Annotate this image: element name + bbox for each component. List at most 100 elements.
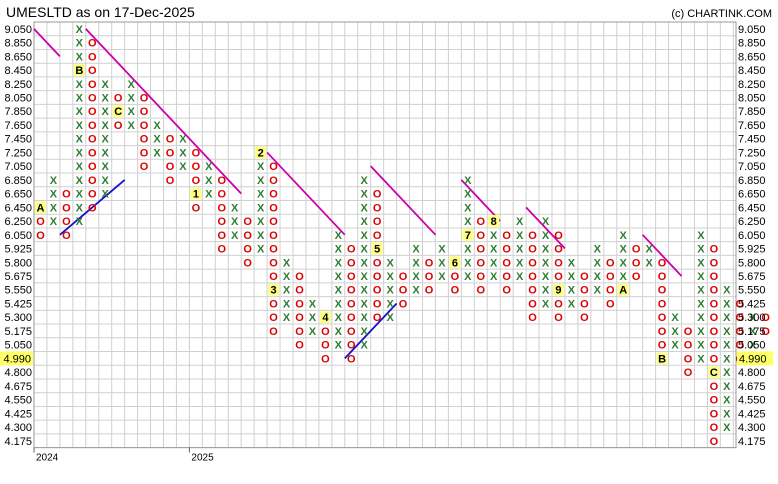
x-box: X bbox=[464, 216, 472, 228]
x-box: X bbox=[490, 271, 498, 283]
o-box: O bbox=[114, 93, 123, 105]
x-box: X bbox=[542, 271, 550, 283]
price-tick-left: 7.250 bbox=[4, 147, 32, 159]
o-box: O bbox=[476, 216, 485, 228]
x-box: X bbox=[335, 271, 343, 283]
o-box: O bbox=[373, 189, 382, 201]
x-box: X bbox=[153, 134, 161, 146]
x-box: X bbox=[127, 93, 135, 105]
month-marker: 4 bbox=[322, 312, 329, 324]
x-box: X bbox=[335, 298, 343, 310]
o-box: O bbox=[347, 244, 356, 256]
x-box: X bbox=[594, 271, 602, 283]
o-box: O bbox=[658, 257, 667, 269]
x-box: X bbox=[335, 326, 343, 338]
o-box: O bbox=[269, 230, 278, 242]
x-box: X bbox=[386, 271, 394, 283]
x-box: X bbox=[723, 395, 731, 407]
x-box: X bbox=[283, 312, 291, 324]
o-box: O bbox=[192, 147, 201, 159]
month-marker-bg bbox=[112, 105, 124, 118]
x-box: X bbox=[231, 216, 239, 228]
o-box: O bbox=[166, 161, 175, 173]
price-tick-right: 7.650 bbox=[738, 120, 766, 132]
o-box: O bbox=[554, 298, 563, 310]
x-box: X bbox=[257, 189, 265, 201]
o-box: O bbox=[606, 298, 615, 310]
o-box: O bbox=[269, 161, 278, 173]
x-box: X bbox=[723, 312, 731, 324]
o-box: O bbox=[36, 216, 45, 228]
x-box: X bbox=[102, 161, 110, 173]
o-box: O bbox=[88, 93, 97, 105]
x-box: X bbox=[76, 161, 84, 173]
o-box: O bbox=[140, 147, 149, 159]
month-marker: 7 bbox=[465, 230, 471, 242]
o-box: O bbox=[373, 312, 382, 324]
price-tick-right: 4.800 bbox=[738, 367, 766, 379]
resistance-line bbox=[266, 151, 346, 236]
o-box: O bbox=[347, 340, 356, 352]
x-box: X bbox=[671, 312, 679, 324]
plot-border bbox=[33, 21, 737, 449]
x-box: X bbox=[361, 271, 369, 283]
o-box: O bbox=[88, 147, 97, 159]
o-box: O bbox=[88, 65, 97, 77]
x-box: X bbox=[76, 79, 84, 91]
x-box: X bbox=[102, 147, 110, 159]
x-box: X bbox=[568, 285, 576, 297]
x-box: X bbox=[205, 189, 213, 201]
x-box: X bbox=[438, 244, 446, 256]
month-marker: 3 bbox=[271, 285, 277, 297]
month-marker: 2 bbox=[258, 147, 264, 159]
x-box: X bbox=[179, 147, 187, 159]
o-box: O bbox=[269, 216, 278, 228]
x-box: X bbox=[309, 298, 317, 310]
x-box: X bbox=[205, 161, 213, 173]
x-box: X bbox=[749, 326, 757, 338]
x-box: X bbox=[412, 285, 420, 297]
x-box: X bbox=[361, 298, 369, 310]
copyright-label: (c) CHARTINK.COM bbox=[671, 8, 772, 20]
x-box: X bbox=[568, 298, 576, 310]
last-price-right: 4.990 bbox=[739, 353, 767, 365]
x-box: X bbox=[283, 285, 291, 297]
o-box: O bbox=[192, 175, 201, 187]
o-box: O bbox=[217, 230, 226, 242]
month-marker-bg bbox=[656, 352, 668, 365]
o-box: O bbox=[373, 298, 382, 310]
o-box: O bbox=[347, 271, 356, 283]
o-box: O bbox=[347, 298, 356, 310]
price-tick-left: 8.050 bbox=[4, 93, 32, 105]
o-box: O bbox=[684, 353, 693, 365]
x-box: X bbox=[697, 353, 705, 365]
o-box: O bbox=[528, 271, 537, 283]
x-box: X bbox=[516, 271, 524, 283]
x-box: X bbox=[361, 175, 369, 187]
o-box: O bbox=[269, 312, 278, 324]
o-box: O bbox=[373, 271, 382, 283]
o-box: O bbox=[554, 244, 563, 256]
x-box: X bbox=[723, 326, 731, 338]
x-box: X bbox=[542, 257, 550, 269]
o-box: O bbox=[502, 257, 511, 269]
price-tick-left: 7.650 bbox=[4, 120, 32, 132]
o-box: O bbox=[710, 244, 719, 256]
o-box: O bbox=[502, 271, 511, 283]
o-box: O bbox=[373, 257, 382, 269]
x-box: X bbox=[412, 271, 420, 283]
o-box: O bbox=[502, 230, 511, 242]
x-box: X bbox=[386, 257, 394, 269]
x-box: X bbox=[205, 175, 213, 187]
o-box: O bbox=[502, 285, 511, 297]
x-box: X bbox=[620, 244, 628, 256]
x-box: X bbox=[697, 271, 705, 283]
o-box: O bbox=[140, 161, 149, 173]
o-box: O bbox=[347, 285, 356, 297]
x-box: X bbox=[620, 257, 628, 269]
resistance-line bbox=[525, 206, 566, 250]
o-box: O bbox=[710, 312, 719, 324]
x-box: X bbox=[464, 271, 472, 283]
price-tick-left: 6.450 bbox=[4, 202, 32, 214]
